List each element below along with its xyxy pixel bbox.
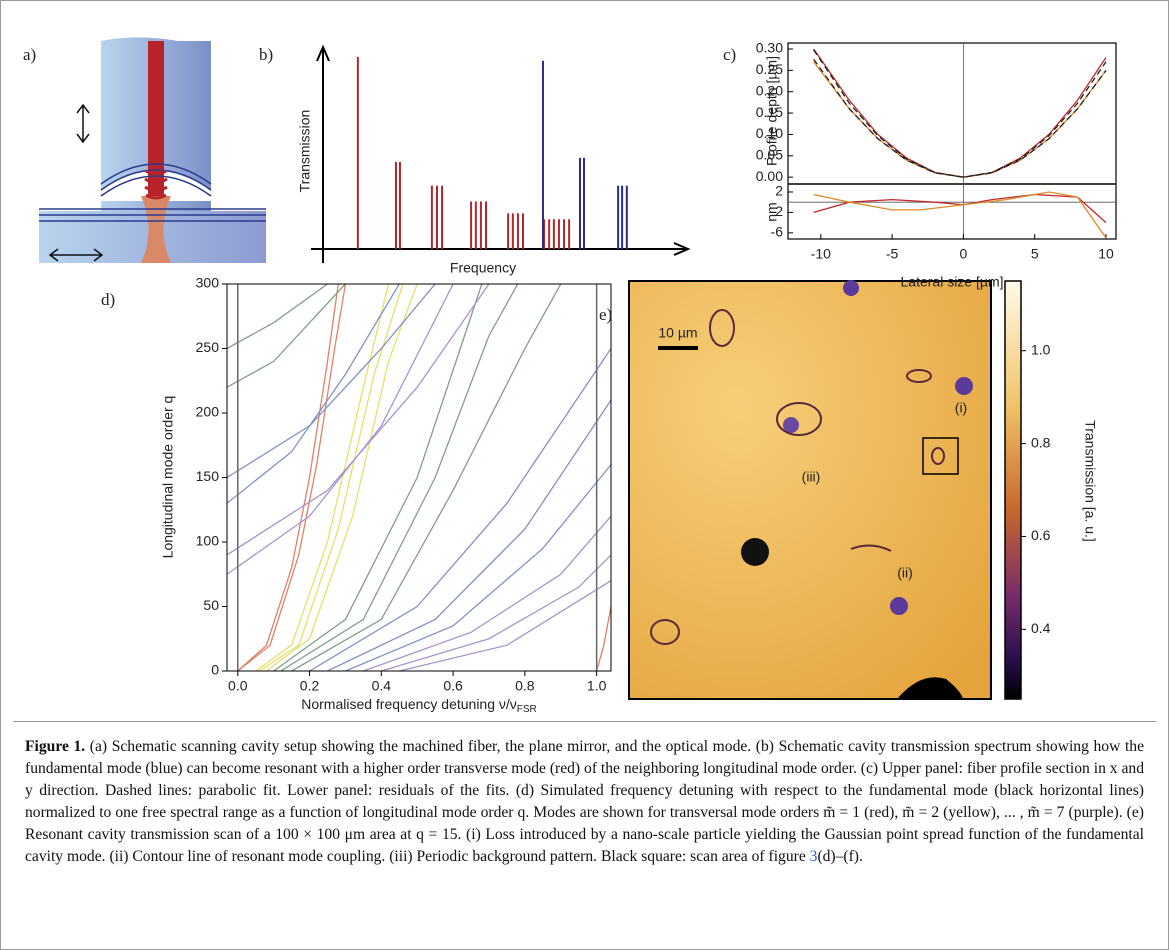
x-tick-label: 1.0: [587, 678, 607, 694]
panel-label: d): [101, 290, 115, 309]
x-tick-label: 0.0: [228, 678, 248, 694]
y-tick-label: 250: [196, 339, 220, 355]
y-tick-label: 0.05: [756, 147, 783, 163]
y-axis-label: nm: [764, 202, 780, 221]
x-axis-label-sub: FSR: [517, 704, 537, 715]
plot-frame: [226, 283, 612, 672]
panel-label: b): [259, 45, 273, 64]
mode-curve: [345, 464, 611, 671]
panel-label: a): [23, 45, 36, 64]
mode-curve: [227, 284, 490, 556]
axis: [311, 242, 691, 256]
mode-curve: [309, 348, 611, 671]
x-tick-label: 0.2: [300, 678, 320, 694]
x-axis-label: Lateral size [µm]: [901, 274, 1004, 290]
colorbar-tick-label: 0.4: [1031, 620, 1051, 636]
y-tick-label: 0: [211, 662, 219, 678]
colorbar-tick-label: 0.6: [1031, 527, 1051, 543]
mode-curve: [227, 284, 436, 479]
image-e: [628, 280, 1022, 700]
y-tick-label: 300: [196, 275, 220, 291]
y-tick-label: 2: [775, 183, 783, 199]
colorbar-label: Transmission [a. u.]: [1082, 420, 1098, 542]
annotation: (i): [955, 400, 967, 416]
mode-curve: [258, 284, 404, 671]
y-tick-label: 0.30: [756, 40, 783, 56]
y-tick-label: 100: [196, 533, 220, 549]
annotation: (ii): [897, 565, 913, 581]
mode-curve: [381, 554, 611, 671]
mode-curve: [237, 284, 347, 671]
profile-curve: [813, 49, 1107, 178]
x-tick-label: 0: [960, 246, 968, 262]
mode-curve: [280, 284, 519, 671]
y-axis-label: Longitudinal mode order q: [160, 396, 176, 559]
annotation: (iii): [802, 469, 821, 485]
y-tick-label: 0.10: [756, 125, 783, 141]
mode-curve: [237, 284, 339, 671]
mode-curve: [227, 284, 454, 575]
y-axis-label: Profile depth [µm]: [764, 56, 780, 166]
plot-frame: [787, 42, 1117, 240]
y-tick-label: 150: [196, 468, 220, 484]
curves: [227, 284, 611, 671]
y-tick-label: -2: [771, 203, 784, 219]
residual-curve: [813, 193, 1107, 224]
x-axis-label-text: Normalised frequency detuning ν/ν: [301, 696, 517, 712]
y-tick-label: 50: [203, 597, 219, 613]
mode-curve: [363, 515, 611, 671]
caption-text: Figure 1.: [25, 738, 86, 755]
panel-label: c): [723, 45, 736, 64]
schematic-a: [39, 37, 266, 263]
profile-curve: [813, 48, 1107, 178]
x-tick-label: -5: [886, 246, 899, 262]
y-tick-label: 0.00: [756, 168, 783, 184]
mode-curve: [227, 284, 400, 504]
colorbar-tick-label: 0.8: [1031, 434, 1051, 450]
mode-curve: [255, 284, 390, 671]
x-tick-label: -10: [811, 246, 831, 262]
mode-curve: [227, 284, 346, 388]
axis: [316, 44, 330, 263]
x-axis-label: Frequency: [450, 260, 516, 276]
x-tick-label: 5: [1031, 246, 1039, 262]
y-tick-label: 0.25: [756, 61, 783, 77]
mode-curve: [327, 399, 611, 671]
mode-curve: [291, 284, 562, 671]
y-tick-label: 200: [196, 404, 220, 420]
caption-text: (a) Schematic scanning cavity setup show…: [25, 738, 1144, 865]
y-axis-label: Transmission: [297, 110, 313, 193]
caption-text[interactable]: 3: [809, 848, 818, 865]
caption: Figure 1. (a) Schematic scanning cavity …: [13, 721, 1156, 936]
mode-curve: [399, 580, 611, 671]
mode-curve: [273, 284, 483, 671]
x-axis-label: Normalised frequency detuning ν/νFSR: [301, 696, 537, 715]
x-tick-label: 0.8: [515, 678, 535, 694]
x-tick-label: 0.6: [443, 678, 463, 694]
panel-label: e): [599, 305, 612, 324]
colorbar-tick-label: 1.0: [1031, 341, 1051, 357]
mode-curve: [227, 284, 328, 350]
scale-bar-label: 10 µm: [658, 325, 697, 341]
x-tick-label: 0.4: [372, 678, 392, 694]
caption-text: (d)–(f).: [817, 848, 863, 865]
mode-curve: [596, 606, 611, 671]
x-tick-label: 10: [1098, 246, 1114, 262]
y-tick-label: 0.15: [756, 104, 783, 120]
residual-curve: [813, 191, 1107, 239]
mode-curve: [266, 284, 418, 671]
y-tick-label: 0.20: [756, 82, 783, 98]
y-tick-label: -6: [771, 224, 784, 240]
